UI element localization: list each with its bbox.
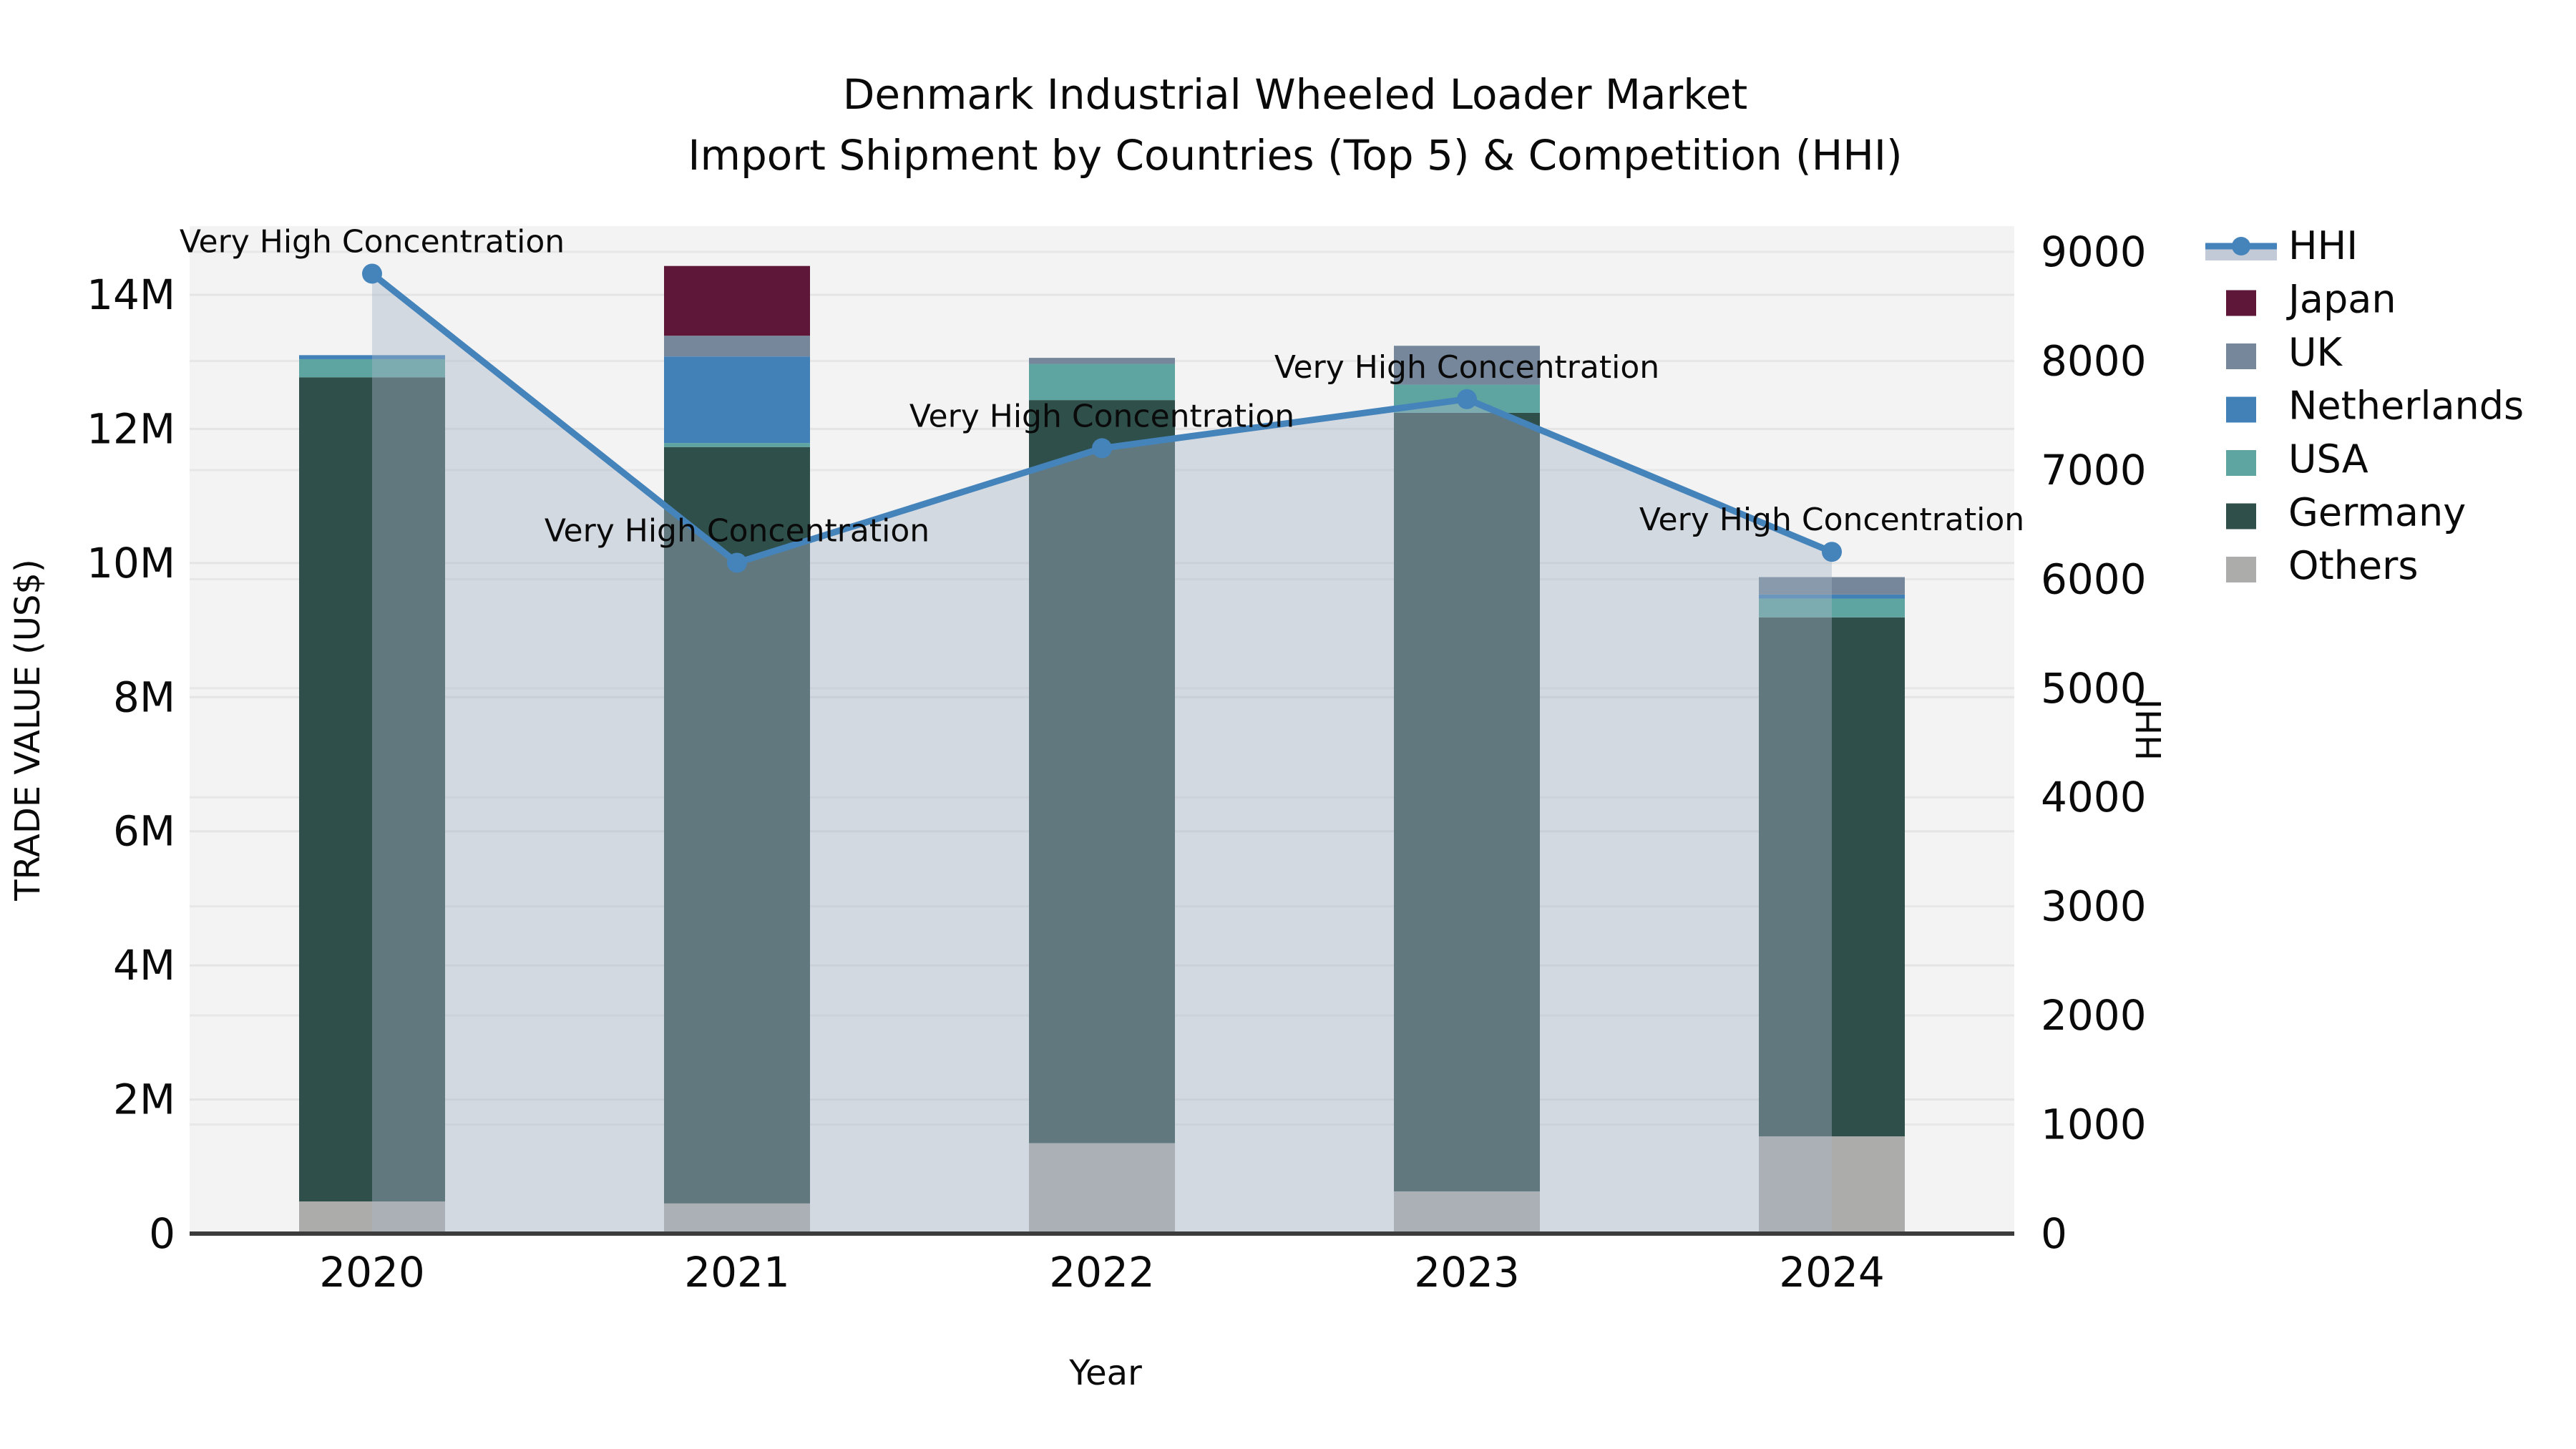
- y-right-tick-8000: 8000: [2041, 336, 2147, 385]
- hhi-marker-2024: [1822, 542, 1842, 562]
- legend-hhi-marker-swatch: [2232, 237, 2250, 255]
- bar-segment-germany-2021: [664, 447, 810, 1204]
- y-left-tick-12M: 12M: [87, 404, 175, 453]
- y-axis-left-title: TRADE VALUE (US$): [8, 559, 48, 901]
- y-right-tick-3000: 3000: [2041, 882, 2147, 931]
- bar-segment-germany-2023: [1394, 412, 1540, 1191]
- x-axis-ticks: 2020 2021 2022 2023 2024: [319, 1248, 1885, 1297]
- bar-segment-germany-2024: [1759, 617, 1905, 1137]
- legend-item-usa: USA: [2226, 436, 2368, 482]
- x-tick-2022: 2022: [1049, 1248, 1155, 1297]
- y-left-tick-8M: 8M: [113, 673, 175, 721]
- y-right-tick-1000: 1000: [2041, 1101, 2147, 1149]
- chart-title-line2: Import Shipment by Countries (Top 5) & C…: [688, 131, 1902, 180]
- bar-segment-uk-2024: [1759, 577, 1905, 595]
- bar-segment-japan-2021: [664, 265, 810, 336]
- bar-segment-netherlands-2021: [664, 356, 810, 444]
- legend: HHI Japan UK Netherlands USA Germany Others: [2205, 223, 2524, 588]
- hhi-line-layer: [362, 263, 1842, 573]
- y-axis-right-title: HHI: [2129, 699, 2170, 761]
- bar-segment-uk-2022: [1029, 358, 1175, 364]
- bar-segment-uk-2023: [1394, 346, 1540, 385]
- hhi-marker-2023: [1457, 389, 1477, 409]
- annotation-2021: Very High Concentration: [545, 512, 930, 549]
- legend-swatch-usa: [2226, 450, 2256, 476]
- legend-label-germany: Germany: [2288, 490, 2466, 535]
- bar-segment-usa-2021: [664, 443, 810, 447]
- y-right-tick-6000: 6000: [2041, 555, 2147, 603]
- y-left-tick-0: 0: [149, 1209, 175, 1258]
- legend-label-uk: UK: [2288, 330, 2343, 375]
- x-tick-2020: 2020: [319, 1248, 425, 1297]
- bar-segment-usa-2022: [1029, 364, 1175, 401]
- x-axis-title: Year: [1068, 1353, 1142, 1393]
- chart-title-line1: Denmark Industrial Wheeled Loader Market: [843, 70, 1747, 119]
- y-right-tick-5000: 5000: [2041, 664, 2147, 713]
- y-right-tick-0: 0: [2041, 1209, 2067, 1258]
- y-right-tick-9000: 9000: [2041, 228, 2147, 276]
- legend-swatch-uk: [2226, 343, 2256, 369]
- x-tick-2021: 2021: [684, 1248, 790, 1297]
- legend-item-others: Others: [2226, 543, 2418, 588]
- annotation-2022: Very High Concentration: [909, 398, 1294, 434]
- x-tick-2024: 2024: [1779, 1248, 1885, 1297]
- bar-segment-others-2024: [1759, 1136, 1905, 1234]
- bar-segment-germany-2022: [1029, 400, 1175, 1143]
- legend-swatch-netherlands: [2226, 396, 2256, 423]
- y-left-tick-10M: 10M: [87, 539, 175, 587]
- annotation-2020: Very High Concentration: [180, 223, 565, 260]
- y-axis-right-ticks: 0 1000 2000 3000 4000 5000 6000 7000 8000 9000: [2041, 228, 2147, 1258]
- bar-segment-others-2023: [1394, 1191, 1540, 1234]
- legend-swatch-germany: [2226, 503, 2256, 530]
- legend-item-netherlands: Netherlands: [2226, 384, 2524, 429]
- legend-item-germany: Germany: [2226, 490, 2466, 535]
- legend-label-usa: USA: [2288, 436, 2368, 482]
- legend-label-netherlands: Netherlands: [2288, 384, 2524, 429]
- hhi-marker-2021: [727, 552, 747, 573]
- y-left-tick-14M: 14M: [87, 270, 175, 319]
- legend-item-hhi: HHI: [2205, 223, 2358, 268]
- hhi-area-layer: [372, 273, 1832, 1234]
- bar-segment-netherlands-2024: [1759, 594, 1905, 599]
- hhi-marker-2020: [362, 263, 382, 284]
- legend-label-hhi: HHI: [2288, 223, 2358, 268]
- y-left-tick-4M: 4M: [113, 941, 175, 990]
- legend-item-uk: UK: [2226, 330, 2343, 375]
- bar-segment-germany-2020: [299, 377, 445, 1202]
- bars-layer: [299, 265, 1905, 1234]
- y-axis-left-ticks: 0 2M 4M 6M 8M 10M 12M 14M: [87, 270, 175, 1258]
- bar-segment-others-2022: [1029, 1143, 1175, 1234]
- y-right-tick-4000: 4000: [2041, 773, 2147, 821]
- y-left-tick-2M: 2M: [113, 1075, 175, 1124]
- hhi-marker-2022: [1092, 438, 1112, 459]
- legend-label-others: Others: [2288, 543, 2418, 588]
- y-right-tick-7000: 7000: [2041, 446, 2147, 494]
- bar-segment-usa-2024: [1759, 598, 1905, 618]
- bar-segment-netherlands-2020: [299, 355, 445, 359]
- legend-swatch-others: [2226, 557, 2256, 582]
- annotation-2023: Very High Concentration: [1274, 349, 1659, 386]
- annotations-layer: Very High Concentration Very High Concent…: [180, 223, 2024, 549]
- annotation-2024: Very High Concentration: [1639, 502, 2024, 538]
- legend-item-japan: Japan: [2226, 277, 2396, 322]
- x-tick-2023: 2023: [1414, 1248, 1520, 1297]
- bar-segment-uk-2021: [664, 336, 810, 357]
- y-right-tick-2000: 2000: [2041, 991, 2147, 1040]
- bar-segment-others-2021: [664, 1203, 810, 1234]
- bar-segment-usa-2020: [299, 358, 445, 378]
- bar-segment-others-2020: [299, 1201, 445, 1234]
- y-left-tick-6M: 6M: [113, 807, 175, 856]
- legend-swatch-japan: [2226, 290, 2256, 316]
- hhi-area-fill: [372, 273, 1832, 1234]
- legend-label-japan: Japan: [2286, 277, 2396, 322]
